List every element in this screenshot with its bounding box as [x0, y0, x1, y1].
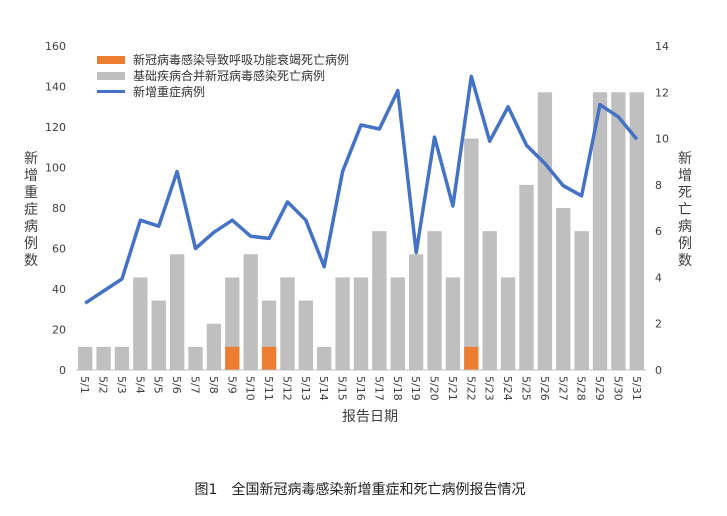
x-tick-5/29: 5/29: [593, 376, 606, 401]
respiratory-bars: [225, 346, 479, 370]
bar-comorbid-5/28: [574, 231, 589, 370]
x-tick-5/23: 5/23: [483, 376, 496, 401]
y-tick-left-100: 100: [45, 162, 66, 175]
legend-label-comorbid: 基础疾病合并新冠病毒感染死亡病例: [133, 69, 326, 83]
x-tick-5/15: 5/15: [336, 376, 349, 401]
x-tick-5/18: 5/18: [391, 376, 404, 401]
y-tick-left-80: 80: [52, 202, 66, 215]
x-tick-5/3: 5/3: [115, 376, 128, 394]
bar-respiratory-5/22: [464, 346, 479, 370]
right-axis-ticks: 0 2 4 6 8 10 12 14: [655, 40, 669, 377]
x-tick-5/24: 5/24: [501, 376, 514, 401]
chart: 0 20 40 60 80 100 120 140 160 0 2 4 6 8 10 12 14 5/1 5/2…: [45, 40, 669, 401]
x-tick-5/30: 5/30: [611, 376, 624, 401]
bar-comorbid-5/7: [188, 346, 203, 370]
x-tick-5/4: 5/4: [133, 376, 146, 394]
x-tick-5/6: 5/6: [170, 376, 183, 394]
y-tick-right-8: 8: [655, 179, 662, 192]
x-tick-5/19: 5/19: [409, 376, 422, 401]
bar-comorbid-5/2: [96, 346, 111, 370]
comorbid-bars: [78, 92, 644, 371]
bar-comorbid-5/1: [78, 346, 93, 370]
x-axis-title: 报告日期: [342, 409, 398, 425]
bar-comorbid-5/31: [629, 92, 644, 371]
bar-comorbid-5/16: [353, 277, 369, 370]
bar-respiratory-5/9: [225, 346, 240, 370]
y-axis-title-right: 新增死亡病例数: [678, 151, 692, 269]
x-tick-5/28: 5/28: [575, 376, 588, 401]
y-tick-right-12: 12: [655, 86, 669, 99]
left-axis-ticks: 0 20 40 60 80 100 120 140 160: [45, 40, 66, 377]
x-tick-5/16: 5/16: [354, 376, 367, 401]
bar-comorbid-5/4: [133, 277, 148, 370]
bar-comorbid-5/19: [408, 254, 424, 370]
x-tick-5/8: 5/8: [207, 376, 220, 394]
y-tick-left-60: 60: [52, 243, 66, 256]
bar-comorbid-5/17: [372, 231, 387, 370]
figure-caption: 图1 全国新冠病毒感染新增重症和死亡病例报告情况: [194, 482, 526, 498]
legend-swatch-respiratory: [97, 56, 125, 64]
x-tick-5/21: 5/21: [446, 376, 459, 401]
x-tick-5/31: 5/31: [630, 376, 643, 401]
y-tick-right-14: 14: [655, 40, 669, 53]
y-tick-right-10: 10: [655, 133, 669, 146]
x-tick-5/22: 5/22: [464, 376, 477, 401]
bar-comorbid-5/29: [592, 92, 608, 371]
x-tick-5/2: 5/2: [97, 376, 110, 394]
bar-comorbid-5/13: [298, 300, 314, 370]
x-tick-5/25: 5/25: [519, 376, 532, 401]
x-tick-5/26: 5/26: [538, 376, 551, 401]
x-tick-5/27: 5/27: [556, 376, 569, 401]
y-tick-right-2: 2: [655, 318, 662, 331]
severe-cases-line: [84, 74, 639, 305]
bar-comorbid-5/6: [169, 254, 185, 370]
y-tick-right-0: 0: [655, 364, 662, 377]
legend-label-respiratory: 新冠病毒感染导致呼吸功能衰竭死亡病例: [133, 53, 350, 67]
bar-comorbid-5/5: [151, 300, 166, 370]
y-tick-right-6: 6: [655, 225, 662, 238]
bar-comorbid-5/26: [537, 92, 553, 371]
y-tick-left-140: 140: [45, 81, 66, 94]
y-tick-left-160: 160: [45, 40, 66, 53]
x-tick-5/1: 5/1: [78, 376, 91, 394]
legend-swatch-comorbid: [97, 72, 125, 80]
x-tick-5/14: 5/14: [317, 376, 330, 401]
bar-comorbid-5/3: [114, 346, 130, 370]
bar-comorbid-5/15: [335, 277, 350, 370]
bar-comorbid-5/25: [519, 184, 534, 370]
x-tick-5/9: 5/9: [225, 376, 238, 394]
x-tick-5/11: 5/11: [262, 376, 275, 401]
x-tick-5/13: 5/13: [299, 376, 312, 401]
y-tick-left-120: 120: [45, 121, 66, 134]
bar-comorbid-5/27: [556, 208, 571, 370]
y-tick-left-0: 0: [59, 364, 66, 377]
y-tick-right-4: 4: [655, 271, 662, 284]
x-axis-ticks: 5/1 5/2 5/3 5/4 5/5 5/6 5/7 5/8 5/9 5/10 5/11 5/12 5…: [78, 376, 643, 401]
bar-comorbid-5/14: [317, 346, 332, 370]
bar-comorbid-5/24: [500, 277, 516, 370]
legend-swatch-severe: [97, 90, 125, 93]
bar-comorbid-5/22: [464, 138, 479, 370]
bar-comorbid-5/23: [482, 231, 497, 370]
x-tick-5/5: 5/5: [152, 376, 165, 394]
y-axis-title-left: 新增重症病例数: [24, 151, 38, 269]
legend-label-severe: 新增重症病例: [133, 85, 206, 99]
x-tick-5/10: 5/10: [244, 376, 257, 401]
bar-comorbid-5/21: [445, 277, 461, 370]
bar-comorbid-5/18: [390, 277, 405, 370]
bar-respiratory-5/11: [261, 346, 277, 370]
bar-comorbid-5/8: [206, 323, 222, 370]
bar-comorbid-5/30: [611, 92, 626, 371]
bar-comorbid-5/10: [243, 254, 258, 370]
x-tick-5/7: 5/7: [189, 376, 202, 394]
x-tick-5/20: 5/20: [428, 376, 441, 401]
x-tick-5/12: 5/12: [280, 376, 293, 401]
x-tick-5/17: 5/17: [372, 376, 385, 401]
y-tick-left-40: 40: [52, 283, 66, 296]
bar-comorbid-5/12: [280, 277, 295, 370]
y-tick-left-20: 20: [52, 324, 66, 337]
bar-comorbid-5/20: [427, 231, 442, 370]
